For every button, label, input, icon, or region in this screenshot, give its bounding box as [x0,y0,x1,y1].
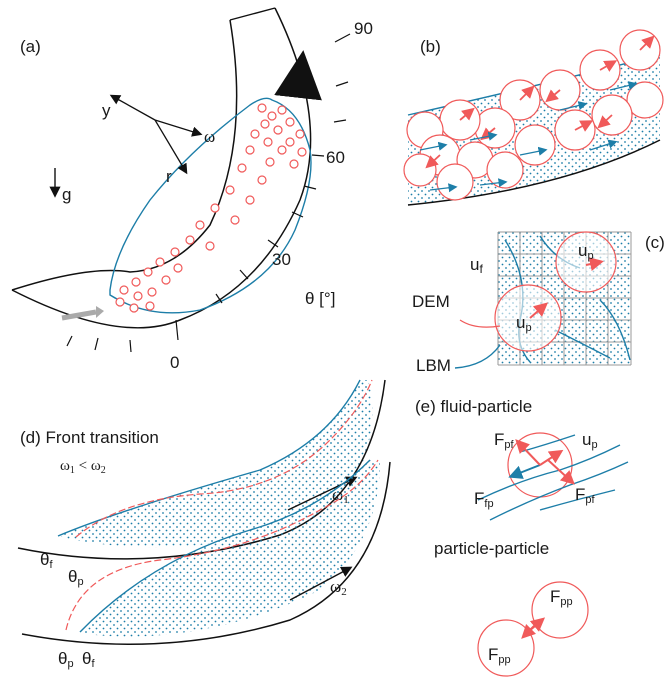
pp-particle-bottom [477,619,535,677]
up-label-1: up [516,313,532,334]
panel-d-label: (d) Front transition [20,428,159,447]
panel-e-label: (e) fluid-particle [415,397,532,416]
up-arrow-e [539,449,564,466]
drum-wall-b [407,139,661,206]
r-axis-arrow [154,119,188,175]
drum-inner-wall [11,19,238,291]
theta-f-lower: θf [82,649,95,670]
fpf-arrow-1 [515,439,541,466]
bed-upper [58,380,373,548]
panel-a: (a) [11,7,373,372]
fpf-label-2: Fpf [575,485,596,506]
wall-motion-arrowhead-bottom [96,306,104,318]
dem-particle-1 [494,284,562,352]
lbm-label: LBM [416,356,451,375]
drum-top-edge [229,7,276,21]
lbm-leader [454,344,501,369]
drum-outer-wall [11,7,312,329]
gravity-label: g [62,185,71,204]
fpp-label-bottom: Fpp [488,645,511,666]
angle-30: 30 [272,250,291,269]
axis-y-label: y [102,101,111,120]
y-axis-arrow [109,94,156,121]
granular-bed [109,97,312,314]
panel-b-label: (b) [420,37,441,56]
pp-particle-top [531,581,589,639]
fpf-label-1: Fpf [494,430,515,451]
uf-label: uf [470,255,483,276]
wall-motion-arrow-bottom [61,309,97,321]
dem-leader [459,319,501,328]
fluid-front-lower [79,459,371,633]
drum-wall-lower [21,461,391,645]
up-label-e: up [582,430,598,451]
particle-front-lower [65,459,379,631]
omega-relation: ω1 < ω2 [60,458,106,476]
fpf-arrow-2 [547,459,575,485]
panel-e: (e) fluid-particle Fpf up Fpf Ffp partic… [415,397,629,677]
bed-particles [115,103,307,313]
up-arrow-2 [585,257,604,271]
axis-r-label: r [166,167,172,186]
dem-particle-2 [555,231,617,293]
fluid-velocity-arrows-b [419,81,638,193]
omega-arrow [154,119,203,137]
theta-p-upper: θp [68,567,84,588]
dem-label: DEM [412,292,450,311]
fluid-front-upper [57,379,361,537]
angle-ticks [66,33,351,353]
up-arrow-1 [529,302,549,319]
particle-particle-label: particle-particle [434,539,549,558]
panel-a-label: (a) [20,37,41,56]
particle-front-upper [75,379,373,538]
omega2-arrow [289,566,353,601]
fpp-label-top: Fpp [550,587,573,608]
omega2-label: ω2 [330,577,347,598]
fpp-arrow-2 [521,621,539,639]
panel-c: (c) up up uf DEM LBM [412,231,665,375]
particle-velocity-arrows-b [425,35,655,169]
omega-label: ω [204,127,215,146]
ffp-arrow [508,464,541,479]
panel-b: (b) [403,29,664,206]
theta-p-lower: θp [58,649,74,670]
angle-90: 90 [354,19,373,38]
theta-f-upper: θf [40,550,53,571]
up-label-2: up [578,241,594,262]
panel-c-label: (c) [645,233,665,252]
angle-0: 0 [170,353,179,372]
theta-axis-label: θ [°] [305,289,335,308]
ffp-label: Ffp [474,489,494,510]
panel-d: (d) Front transition ω1 < ω2 ω1 θf θp ω2… [17,379,391,670]
angle-60: 60 [326,148,345,167]
wall-motion-arrow-top [274,50,322,101]
